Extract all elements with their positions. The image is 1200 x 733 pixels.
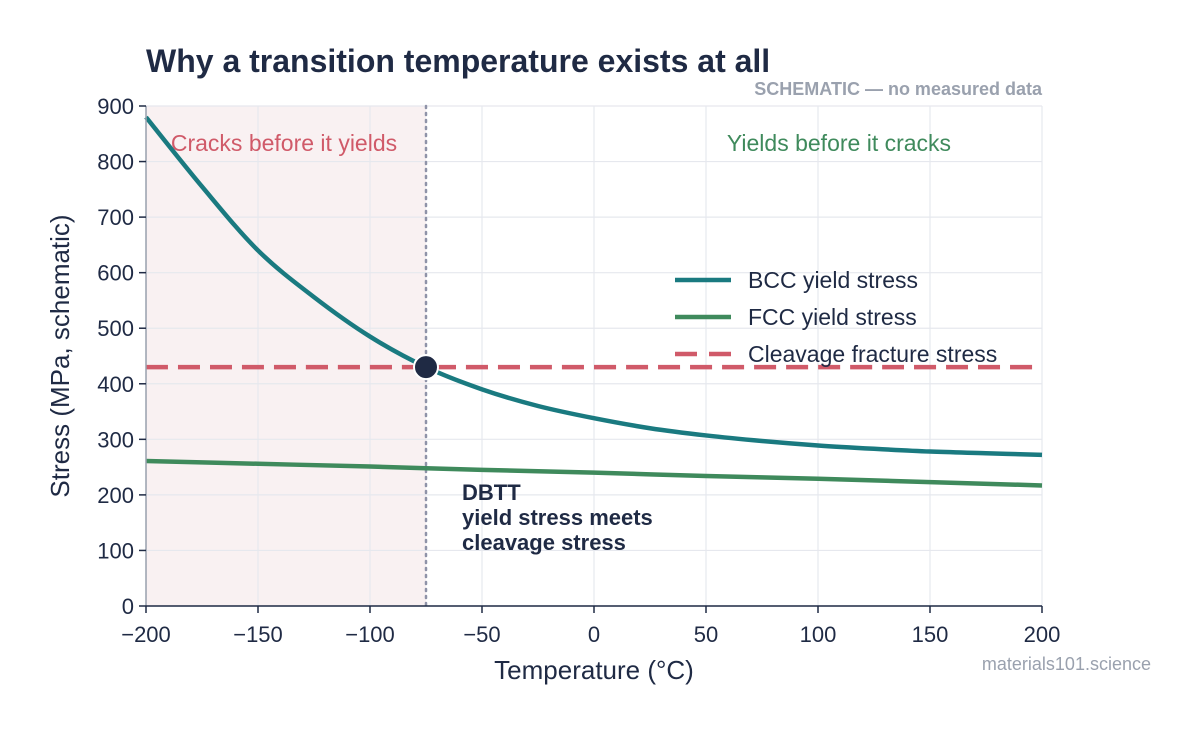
y-axis-label: Stress (MPa, schematic) — [45, 214, 75, 497]
y-tick-label-2: 200 — [97, 483, 134, 508]
x-tick-label-7: 150 — [912, 622, 949, 647]
region-label-right: Yields before it cracks — [727, 130, 951, 156]
x-tick-label-5: 50 — [694, 622, 718, 647]
dbtt-annotation-line-0: DBTT — [462, 480, 521, 505]
y-tick-label-7: 700 — [97, 205, 134, 230]
region-label-left: Cracks before it yields — [171, 130, 397, 156]
label-layer: Cracks before it yields Yields before it … — [171, 130, 997, 555]
chart-title: Why a transition temperature exists at a… — [146, 43, 770, 79]
dbtt-annotation-line-1: yield stress meets — [462, 505, 653, 530]
footer-credit: materials101.science — [982, 654, 1151, 674]
chart-subtitle: SCHEMATIC — no measured data — [754, 79, 1043, 99]
x-tick-label-1: −150 — [233, 622, 283, 647]
x-tick-label-8: 200 — [1024, 622, 1061, 647]
x-tick-label-6: 100 — [800, 622, 837, 647]
y-tick-label-9: 900 — [97, 94, 134, 119]
legend-fcc-label: FCC yield stress — [748, 304, 917, 330]
axes-layer: −200 −150 −100 −50 0 50 100 150 200 0 100 200 300 400… — [97, 94, 1060, 647]
x-axis-label: Temperature (°C) — [494, 655, 694, 685]
region-layer — [146, 106, 426, 606]
y-tick-label-0: 0 — [122, 594, 134, 619]
region-shade-left — [146, 106, 426, 606]
x-tick-label-2: −100 — [345, 622, 395, 647]
fcc-yield-stress-line — [145, 458, 1043, 488]
x-tick-label-3: −50 — [463, 622, 500, 647]
y-tick-label-5: 500 — [97, 316, 134, 341]
y-tick-label-8: 800 — [97, 150, 134, 175]
legend-cleavage-label: Cleavage fracture stress — [748, 341, 997, 367]
series-layer — [144, 104, 1043, 608]
dbtt-annotation-line-2: cleavage stress — [462, 530, 626, 555]
dbtt-marker — [413, 354, 439, 381]
y-tick-label-1: 100 — [97, 538, 134, 563]
y-tick-label-4: 400 — [97, 372, 134, 397]
bcc-yield-stress-line — [144, 115, 1043, 458]
x-tick-label-0: −200 — [121, 622, 171, 647]
legend-bcc-label: BCC yield stress — [748, 267, 918, 293]
y-tick-label-6: 600 — [97, 261, 134, 286]
x-tick-label-4: 0 — [588, 622, 600, 647]
y-tick-label-3: 300 — [97, 427, 134, 452]
